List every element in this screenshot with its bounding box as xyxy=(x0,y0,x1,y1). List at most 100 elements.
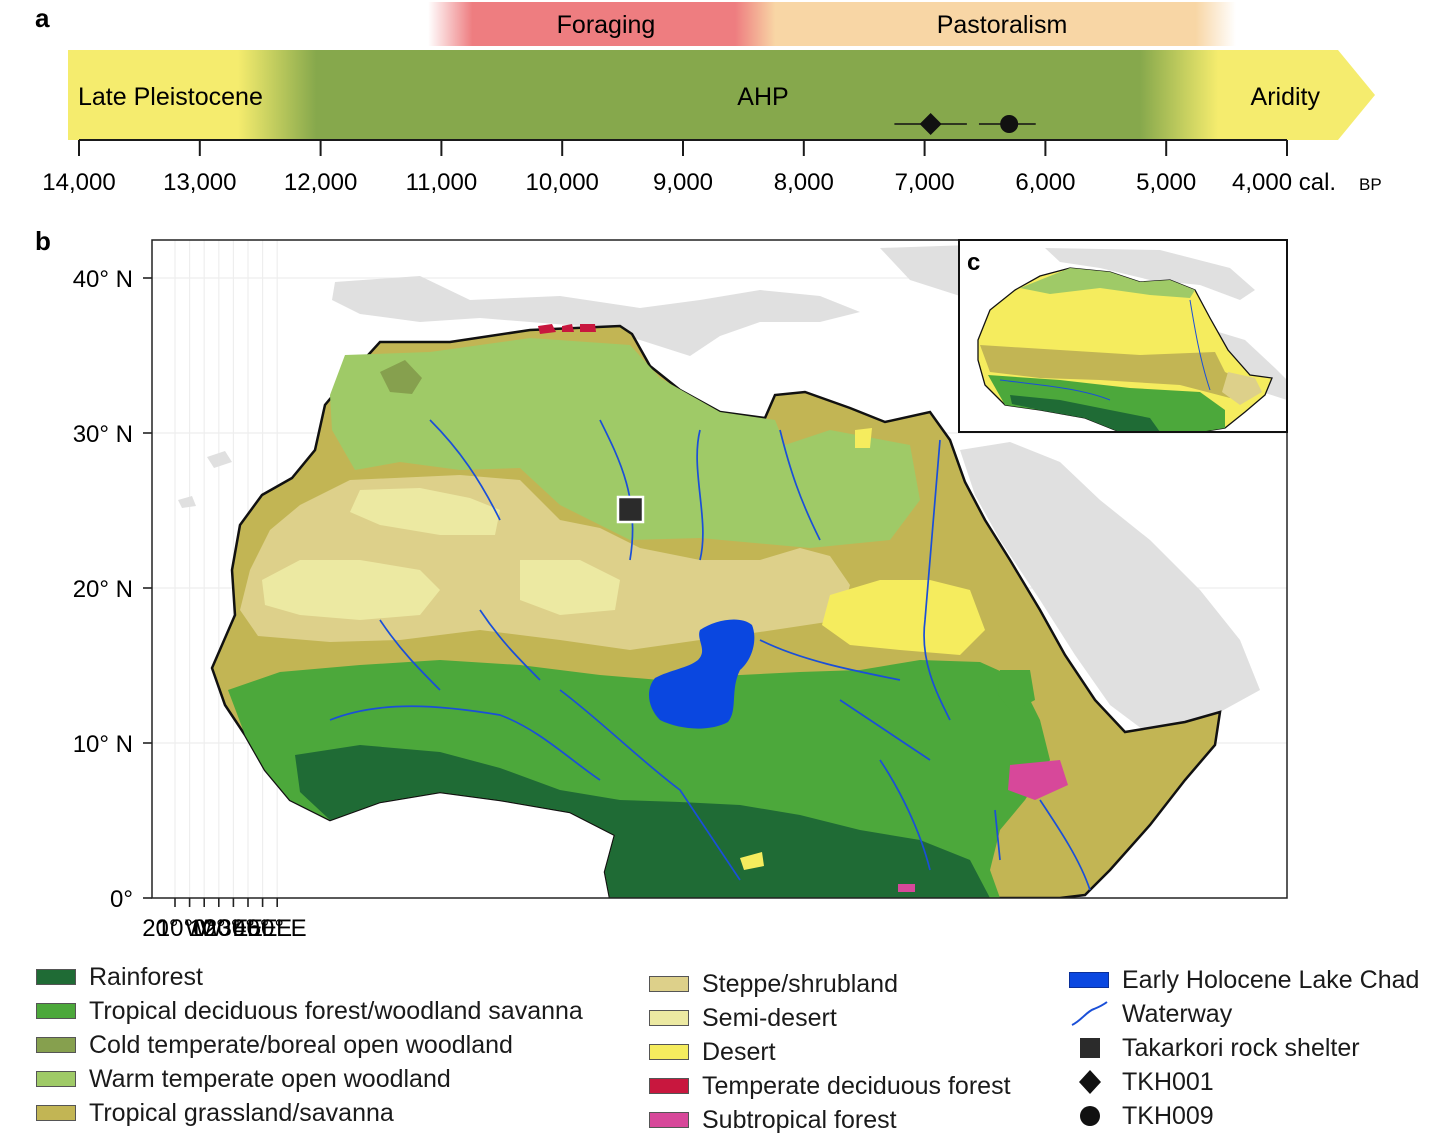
time-axis-ticks: 14,000 13,000 12,000 11,000 10,000 9,000 8,000… xyxy=(42,140,1336,196)
map-frame xyxy=(151,239,1288,899)
legend-label: Semi-desert xyxy=(702,1004,837,1032)
legend-tropical-deciduous-forest: Tropical deciduous forest/woodland savan… xyxy=(36,994,583,1028)
tkh001-diamond-marker xyxy=(919,113,942,135)
early-holocene-lake-chad xyxy=(648,619,755,729)
legend-label: TKH001 xyxy=(1122,1068,1214,1096)
waterway-line-icon xyxy=(1069,997,1109,1031)
legend-label: Steppe/shrubland xyxy=(702,970,898,998)
legend-rainforest: Rainforest xyxy=(36,960,583,994)
inset-frame xyxy=(958,239,1288,433)
legend-swatch xyxy=(649,1044,689,1060)
legend-label: Warm temperate open woodland xyxy=(89,1065,451,1093)
inset-europe xyxy=(1045,248,1255,300)
legend-swatch xyxy=(36,1071,76,1087)
longitude-ticks: 20° W10° W0°10° E20° E30° E40° E50° E xyxy=(142,898,307,942)
legend-temperate-deciduous-forest: Temperate deciduous forest xyxy=(649,1069,1011,1103)
waterways xyxy=(329,419,1091,891)
zone-semi-desert-central xyxy=(520,560,620,615)
zone-rainforest xyxy=(295,745,990,898)
zone-warm-temperate-woodland xyxy=(330,338,920,548)
lon-tick-label: 10° E xyxy=(189,915,248,942)
legend-warm-temperate-woodland: Warm temperate open woodland xyxy=(36,1062,583,1096)
time-tick-label: 13,000 xyxy=(163,169,236,196)
lat-tick-label: 10° N xyxy=(73,731,133,758)
zone-subtropical-forest-congo xyxy=(898,884,915,892)
lat-tick-label: 0° xyxy=(110,886,133,913)
inset-north-coast-woodland xyxy=(1020,268,1195,298)
time-tick-label: 7,000 xyxy=(895,169,955,196)
period-label-aridity: Aridity xyxy=(1251,83,1321,111)
panel-b-letter: b xyxy=(35,226,51,256)
phase-label-pastoralism: Pastoralism xyxy=(937,11,1068,39)
lon-tick-label: 10° W xyxy=(157,915,223,942)
legend-lake-chad: Early Holocene Lake Chad xyxy=(1069,963,1419,997)
zone-semi-desert-north xyxy=(350,488,500,535)
map-layers xyxy=(178,244,1260,898)
legend-cold-temperate-woodland: Cold temperate/boreal open woodland xyxy=(36,1028,583,1062)
legend-waterway: Waterway xyxy=(1069,997,1419,1031)
tkh009-circle-marker xyxy=(1000,115,1019,133)
circle-icon xyxy=(1069,1099,1109,1133)
time-tick-label: 14,000 xyxy=(42,169,115,196)
legend-label: Waterway xyxy=(1122,1000,1233,1028)
legend-column-symbols: Early Holocene Lake Chad Waterway Takark… xyxy=(1069,963,1419,1133)
period-label-ahp: AHP xyxy=(737,83,788,111)
legend-tkh001: TKH001 xyxy=(1069,1065,1419,1099)
latitude-ticks: 40° N 30° N 20° N 10° N 0° xyxy=(73,266,152,913)
legend-swatch xyxy=(36,1037,76,1053)
lon-tick-label: 20° E xyxy=(204,915,263,942)
timeline-markers xyxy=(894,113,1036,135)
time-tick-label: 5,000 xyxy=(1136,169,1196,196)
zone-tropical-forest-ethiopia xyxy=(998,670,1035,712)
square-icon xyxy=(1069,1031,1109,1065)
inset-waterways xyxy=(999,299,1211,401)
lake-swatch xyxy=(1069,972,1109,988)
inset-map: c xyxy=(958,239,1288,433)
lon-tick-label: 0° xyxy=(193,915,216,942)
zone-desert-egypt xyxy=(855,428,872,448)
legend-tkh009: TKH009 xyxy=(1069,1099,1419,1133)
arabian-peninsula xyxy=(960,442,1260,735)
time-axis-unit: BP xyxy=(1359,175,1382,194)
zone-subtropical-forest-ethiopia xyxy=(1008,760,1068,800)
legend-swatch xyxy=(36,969,76,985)
inset-rainforest xyxy=(1010,395,1160,432)
legend-label: Subtropical forest xyxy=(702,1106,897,1134)
legend-label: Tropical grassland/savanna xyxy=(89,1099,394,1127)
lat-tick-label: 40° N xyxy=(73,266,133,293)
time-tick-label: 8,000 xyxy=(774,169,834,196)
legend-label: Tropical deciduous forest/woodland savan… xyxy=(89,997,583,1025)
panel-a-letter: a xyxy=(35,3,50,33)
inset-horn-steppe xyxy=(1222,372,1262,405)
period-arrow-band xyxy=(68,50,1375,140)
legend-tropical-grassland: Tropical grassland/savanna xyxy=(36,1096,583,1130)
lat-tick-label: 30° N xyxy=(73,421,133,448)
legend-swatch xyxy=(649,1112,689,1128)
time-tick-label: 12,000 xyxy=(284,169,357,196)
phase-band xyxy=(428,2,1236,46)
legend-swatch xyxy=(649,1078,689,1094)
zone-desert xyxy=(822,580,985,655)
period-label-late-pleistocene: Late Pleistocene xyxy=(78,83,263,111)
europe-landmass xyxy=(332,276,860,356)
zone-desert-congo xyxy=(740,852,764,870)
legend-takarkori: Takarkori rock shelter xyxy=(1069,1031,1419,1065)
legend-desert: Desert xyxy=(649,1035,1011,1069)
panel-c-letter: c xyxy=(967,249,980,276)
legend-swatch xyxy=(649,976,689,992)
legend-label: Early Holocene Lake Chad xyxy=(1122,966,1420,994)
zone-temperate-deciduous-forest xyxy=(538,324,596,334)
lon-tick-label: 20° W xyxy=(142,915,208,942)
legend-column-biomes-1: Rainforest Tropical deciduous forest/woo… xyxy=(36,960,583,1130)
legend-semi-desert: Semi-desert xyxy=(649,1001,1011,1035)
legend-swatch xyxy=(649,1010,689,1026)
zone-cold-temperate-woodland xyxy=(380,360,422,394)
legend-column-biomes-2: Steppe/shrubland Semi-desert Desert Temp… xyxy=(649,967,1011,1137)
legend-label: Rainforest xyxy=(89,963,203,991)
lon-tick-label: 40° E xyxy=(233,915,292,942)
time-tick-label: 9,000 xyxy=(653,169,713,196)
phase-label-foraging: Foraging xyxy=(557,11,656,39)
canary-islands xyxy=(178,451,232,508)
diamond-icon xyxy=(1069,1065,1109,1099)
